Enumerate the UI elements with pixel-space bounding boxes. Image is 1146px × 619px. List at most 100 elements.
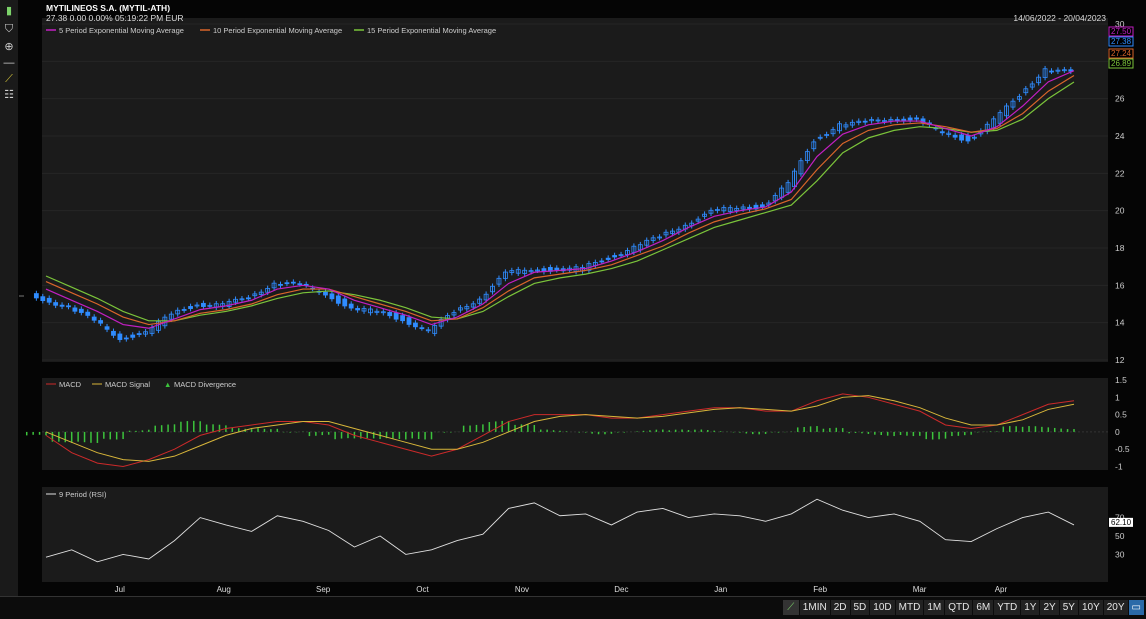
candle-body [252, 293, 258, 297]
range-button-6m[interactable]: 6M [973, 600, 994, 615]
legend-ema5: 5 Period Exponential Moving Average [59, 26, 184, 35]
candle-body [425, 329, 431, 332]
rsi-y-tick: 70 [1115, 513, 1125, 523]
candle-body [123, 337, 129, 340]
price-y-tick: 18 [1115, 243, 1125, 253]
candle-body [111, 330, 116, 336]
candle-body [522, 269, 528, 274]
price-y-tick: 22 [1115, 168, 1125, 178]
last-value-box [1108, 26, 1134, 37]
range-button-1min[interactable]: 1MIN [799, 600, 830, 615]
candle-body [528, 270, 534, 273]
range-button-mtd[interactable]: MTD [895, 600, 924, 615]
range-button-5y[interactable]: 5Y [1059, 600, 1078, 615]
candle-body [432, 325, 438, 334]
left-toolbar: ▮ ⛉ ⊕ — ⟋ ☷ [0, 0, 19, 618]
candle-body [1004, 105, 1009, 117]
shield-icon[interactable]: ⛉ [4, 23, 14, 35]
candle-body [271, 282, 277, 289]
macd-y-tick: 1 [1115, 392, 1120, 402]
range-button-1m[interactable]: 1M [924, 600, 945, 615]
range-button-ytd[interactable]: YTD [994, 600, 1021, 615]
candle-body [663, 231, 669, 236]
candle-body [290, 281, 296, 284]
candle-body [894, 119, 900, 121]
candle-body [483, 293, 489, 301]
range-button-qtd[interactable]: QTD [945, 600, 973, 615]
x-tick-label: Jul [115, 585, 125, 594]
candle-body [419, 327, 425, 330]
last-value-box [1108, 58, 1134, 69]
candle-body [194, 304, 200, 307]
last-value-box [1108, 48, 1134, 59]
candle-body [644, 239, 650, 246]
x-tick-label: Nov [515, 585, 529, 594]
bar-chart-icon[interactable]: ▮ [5, 5, 13, 17]
candle-body [207, 304, 213, 307]
candle-body [1055, 69, 1061, 72]
drawing-tool-icon[interactable]: ⟋ [782, 600, 799, 615]
candle-body [811, 141, 817, 150]
candle-body [470, 303, 476, 308]
candle-body [458, 307, 463, 311]
candle-body [348, 303, 354, 309]
trend-line-icon[interactable]: ⟋ [5, 73, 13, 85]
range-button-1y[interactable]: 1Y [1021, 600, 1040, 615]
price-y-tick: 20 [1115, 206, 1125, 216]
range-button-20y[interactable]: 20Y [1103, 600, 1128, 615]
range-bar: ⟋ 1MIN 2D 5D 10D MTD 1M QTD 6M YTD 1Y 2Y 5Y 10Y 20Y ▭ [0, 596, 1146, 619]
grid-list-icon[interactable]: ☷ [4, 89, 14, 101]
candle-body [721, 207, 727, 212]
range-button-2d[interactable]: 2D [830, 600, 850, 615]
candle-body [830, 129, 836, 135]
candle-body [400, 315, 405, 322]
rsi-y-tick: 30 [1115, 549, 1125, 559]
quote-line: 27.38 0.00 0.00% 05:19:22 PM EUR [46, 13, 184, 23]
range-button-2y[interactable]: 2Y [1040, 600, 1059, 615]
candle-body [335, 295, 341, 304]
price-y-tick: 14 [1115, 318, 1125, 328]
candle-body [837, 123, 842, 132]
macd-signal-line [45, 395, 1075, 462]
range-button-10d[interactable]: 10D [870, 600, 895, 615]
macd-y-tick: 0 [1115, 427, 1120, 437]
candle-body [40, 296, 46, 302]
macd-y-tick: -1 [1115, 462, 1123, 472]
legend-ema15: 15 Period Exponential Moving Average [367, 26, 496, 35]
x-tick-label: Dec [614, 585, 628, 594]
candle-body [997, 112, 1003, 124]
candle-body [451, 312, 457, 316]
candle-body [1023, 88, 1029, 94]
candle-body [1029, 83, 1035, 88]
candle-body [869, 119, 875, 122]
price-y-tick: 16 [1115, 280, 1125, 290]
crosshair-icon[interactable]: ⊕ [4, 41, 14, 53]
chart-area[interactable]: MYTILINEOS S.A. (MYTIL-ATH) 27.38 0.00 0… [18, 0, 1146, 596]
candle-body [515, 269, 521, 274]
candle-body [804, 151, 810, 162]
last-value-label: 27.24 [1111, 49, 1132, 58]
range-button-10y[interactable]: 10Y [1078, 600, 1103, 615]
range-button-all[interactable]: ▭ [1128, 600, 1144, 615]
candle-body [535, 269, 540, 272]
candle-body [53, 302, 59, 306]
candle-body [1061, 69, 1067, 72]
candle-body [323, 291, 328, 296]
candle-body [265, 288, 271, 293]
candle-body [175, 309, 181, 315]
candle-body [875, 119, 881, 122]
candle-body [168, 313, 174, 320]
rsi-line [45, 498, 1075, 563]
rsi-y-tick: 50 [1115, 531, 1125, 541]
candle-body [502, 271, 508, 279]
ema10-line [45, 75, 1075, 326]
candle-body [785, 182, 791, 193]
candle-body [278, 283, 283, 286]
line-tool-icon[interactable]: — [3, 57, 15, 69]
candle-body [753, 204, 759, 210]
range-button-5d[interactable]: 5D [850, 600, 870, 615]
candle-body [946, 132, 952, 135]
candle-body [284, 282, 290, 285]
candle-body [368, 308, 373, 314]
legend-macd-signal: MACD Signal [105, 380, 150, 389]
